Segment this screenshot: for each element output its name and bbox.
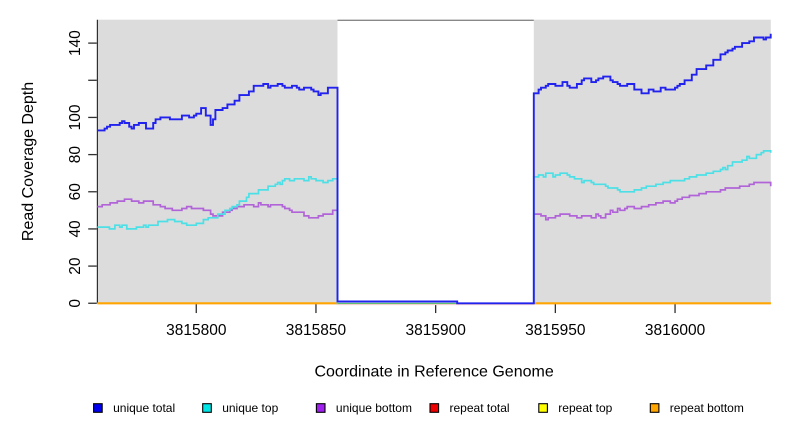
y-tick-label: 80 xyxy=(67,146,84,164)
legend-swatch-repeat-total xyxy=(429,403,440,413)
legend-swatch-repeat-bottom xyxy=(649,403,660,413)
legend-label-repeat-total: repeat total xyxy=(450,401,510,415)
x-axis-title: Coordinate in Reference Genome xyxy=(314,363,553,380)
x-tick-label: 3815850 xyxy=(286,322,347,339)
series-unique-bottom xyxy=(97,181,772,305)
x-tick-label: 3815950 xyxy=(525,322,586,339)
y-tick-label: 0 xyxy=(67,299,84,308)
y-axis-title: Read Coverage Depth xyxy=(20,82,37,241)
legend-swatch-unique-top xyxy=(202,403,212,413)
x-tick-label: 3815900 xyxy=(405,322,466,339)
x-tick-label: 3816000 xyxy=(645,322,706,339)
legend-label-unique-bottom: unique bottom xyxy=(336,401,412,415)
legend-swatch-unique-total xyxy=(93,403,103,413)
y-tick-label: 20 xyxy=(67,257,84,275)
legend-swatch-repeat-top xyxy=(538,403,548,413)
legend-label-repeat-top: repeat top xyxy=(558,401,612,415)
unique-region-right xyxy=(533,19,771,304)
y-tick-label: 100 xyxy=(67,104,84,130)
y-tick-label: 140 xyxy=(67,30,84,56)
y-tick-label: 40 xyxy=(67,220,84,238)
series-unique-total xyxy=(97,33,772,305)
y-tick-label: 60 xyxy=(67,183,84,201)
x-tick-label: 3815800 xyxy=(166,322,227,339)
legend-label-unique-top: unique top xyxy=(222,401,278,415)
legend-label-unique-total: unique total xyxy=(113,401,175,415)
legend-label-repeat-bottom: repeat bottom xyxy=(670,401,744,415)
unique-region-left xyxy=(97,19,338,304)
legend-swatch-unique-bottom xyxy=(315,403,326,413)
